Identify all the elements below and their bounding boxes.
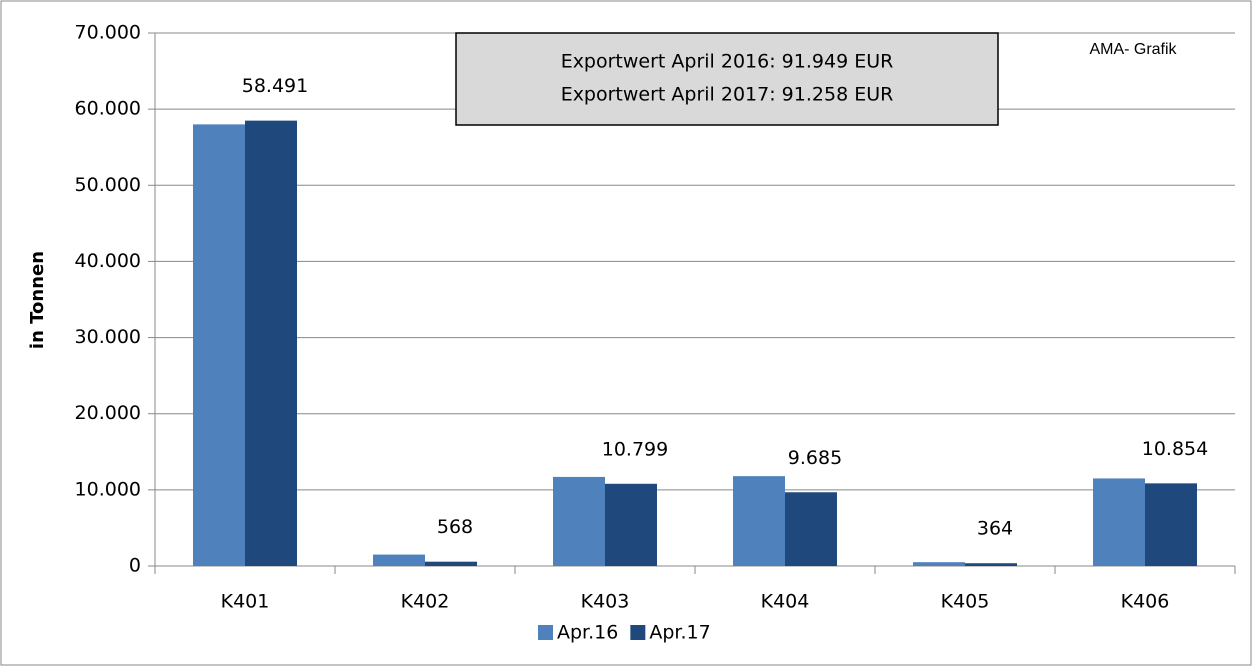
x-tick-label: K402 [401, 591, 450, 613]
annotation: Exportwert April 2017: 91.258 EUR [561, 84, 894, 106]
y-tick-label: 70.000 [75, 22, 141, 44]
bar [1093, 478, 1145, 566]
y-tick-label: 50.000 [75, 174, 141, 196]
bar [785, 492, 837, 566]
data-label: 10.799 [602, 438, 668, 460]
y-axis-label: in Tonnen [27, 251, 48, 349]
bar [605, 483, 657, 566]
bar [373, 554, 425, 566]
legend-swatch [630, 625, 646, 640]
x-tick-label: K403 [581, 591, 630, 613]
y-tick-label: 60.000 [75, 98, 141, 120]
legend-label: Apr.17 [649, 622, 710, 644]
bar [965, 563, 1017, 566]
data-label: 364 [977, 518, 1013, 540]
bar [193, 124, 245, 566]
data-label: 568 [437, 516, 473, 538]
data-label: 58.491 [242, 75, 308, 97]
y-tick-label: 0 [129, 555, 141, 577]
x-tick-label: K405 [941, 591, 990, 613]
y-tick-label: 30.000 [75, 326, 141, 348]
annotation: AMA- Grafik [1089, 41, 1177, 58]
legend-swatch [538, 625, 553, 640]
bar [553, 476, 605, 566]
y-tick-label: 10.000 [75, 478, 141, 500]
legend-label: Apr.16 [557, 622, 618, 644]
x-tick-label: K404 [761, 591, 810, 613]
bar [733, 476, 785, 566]
bar [913, 562, 965, 566]
x-tick-label: K406 [1121, 591, 1170, 613]
bar [1145, 483, 1197, 566]
bar [425, 561, 477, 566]
bar [245, 120, 297, 566]
data-label: 10.854 [1142, 438, 1208, 460]
x-tick-label: K401 [221, 591, 270, 613]
y-tick-label: 40.000 [75, 250, 141, 272]
data-label: 9.685 [788, 447, 842, 469]
annotation: Exportwert April 2016: 91.949 EUR [561, 51, 894, 73]
y-tick-label: 20.000 [75, 402, 141, 424]
annotation-box [455, 32, 999, 126]
